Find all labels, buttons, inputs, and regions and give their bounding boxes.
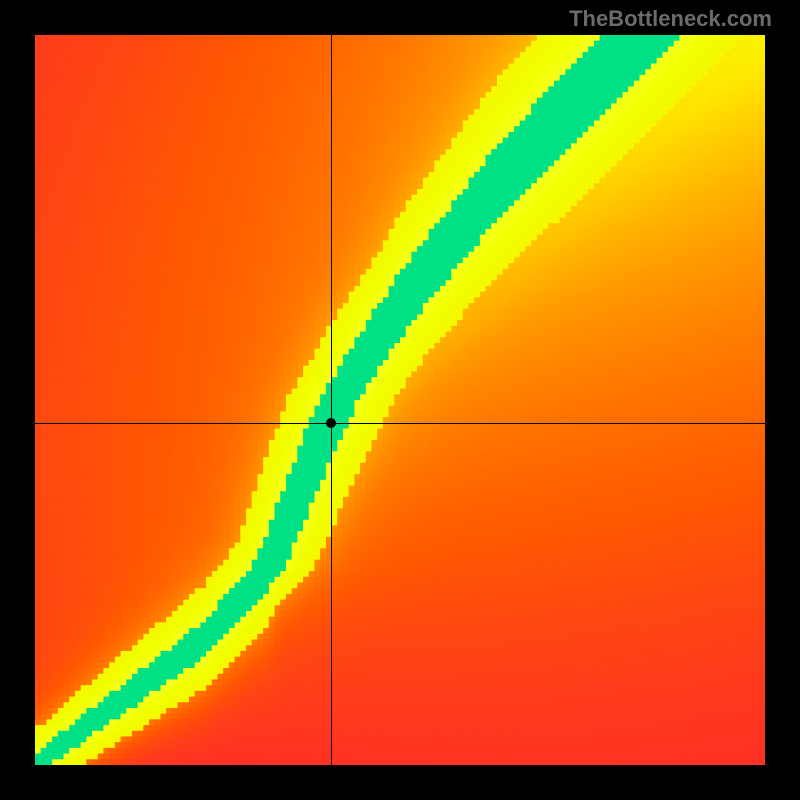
crosshair-vertical — [331, 35, 332, 765]
crosshair-dot — [326, 418, 336, 428]
watermark-text: TheBottleneck.com — [569, 6, 772, 32]
crosshair-horizontal — [35, 423, 765, 424]
heatmap-canvas — [35, 35, 765, 765]
heatmap-plot — [35, 35, 765, 765]
